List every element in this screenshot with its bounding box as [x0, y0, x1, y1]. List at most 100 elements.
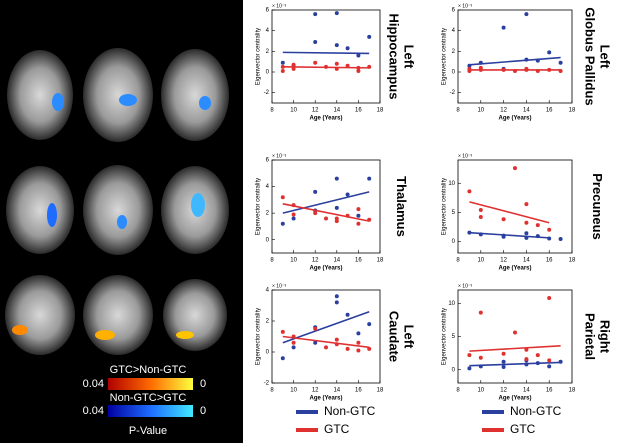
data-point	[547, 236, 552, 241]
x-tick-label: 8	[270, 388, 274, 394]
data-point	[313, 60, 318, 65]
data-point	[324, 345, 328, 350]
y-tick-label: -2	[450, 90, 456, 96]
data-point	[280, 356, 285, 361]
x-tick-label: 10	[290, 258, 297, 264]
colorbar-max: 0	[200, 405, 206, 417]
data-point	[467, 66, 472, 71]
data-point	[356, 207, 361, 212]
y-tick-label: 2	[266, 211, 270, 217]
data-point	[345, 192, 350, 197]
data-point	[356, 331, 361, 336]
fit-line	[469, 361, 561, 367]
fit-line	[469, 231, 550, 239]
region-label: Thalamus	[394, 176, 409, 237]
data-point	[467, 230, 472, 235]
data-point	[524, 67, 529, 72]
data-point	[280, 329, 285, 334]
region-label-line: Caudate	[386, 311, 401, 362]
legend-label: Non-GTC	[510, 404, 562, 418]
data-point	[313, 211, 318, 216]
data-point	[291, 345, 296, 350]
data-point	[334, 11, 339, 16]
data-point	[291, 203, 296, 208]
brain-images	[5, 48, 229, 355]
y-tick-label: 6	[266, 158, 270, 164]
legend-label: GTC	[324, 422, 350, 436]
data-point	[467, 189, 472, 194]
data-point	[324, 64, 328, 69]
data-point	[280, 195, 285, 200]
data-point	[356, 213, 361, 218]
x-tick-label: 10	[290, 388, 297, 394]
data-point	[291, 334, 296, 339]
data-point	[467, 366, 472, 371]
x-tick-label: 12	[500, 258, 507, 264]
y-axis-label: Eigenvector centrality	[256, 308, 262, 365]
data-point	[558, 359, 563, 364]
data-point	[501, 217, 506, 222]
data-point	[513, 68, 517, 73]
x-tick-label: 12	[500, 388, 507, 394]
data-point	[478, 214, 483, 219]
x-tick-label: 18	[377, 258, 384, 264]
y-tick-label: 4	[266, 28, 270, 34]
data-point	[367, 176, 372, 181]
data-point	[467, 353, 472, 358]
data-point	[291, 216, 296, 221]
region-label-line: Left	[597, 45, 612, 70]
plot-frame	[271, 159, 381, 254]
data-point	[501, 67, 506, 72]
data-point	[547, 358, 552, 363]
x-tick-label: 14	[333, 388, 340, 394]
data-point	[478, 364, 483, 369]
data-point	[345, 213, 350, 218]
y-scale-label: × 10⁻³	[272, 153, 287, 159]
x-tick-label: 14	[333, 108, 340, 114]
data-point	[478, 232, 483, 237]
x-tick-label: 14	[523, 258, 530, 264]
data-point	[367, 34, 372, 39]
plot-frame	[457, 159, 573, 254]
data-point	[334, 300, 339, 305]
data-point	[524, 235, 529, 240]
data-point	[367, 217, 372, 222]
data-point	[524, 220, 529, 225]
colorbar-title: GTC>Non-GTC	[110, 364, 187, 376]
data-point	[501, 359, 506, 364]
data-point	[334, 342, 339, 347]
plot-frame	[271, 9, 381, 104]
y-tick-label: 0	[452, 367, 456, 373]
data-point	[558, 60, 563, 65]
fit-line	[282, 203, 370, 222]
x-tick-label: 8	[456, 108, 460, 114]
x-tick-label: 16	[355, 108, 362, 114]
x-tick-label: 12	[312, 108, 319, 114]
data-point	[547, 50, 552, 55]
y-scale-label: × 10⁻³	[272, 3, 287, 9]
x-tick-label: 14	[333, 258, 340, 264]
colorbar-title: Non-GTC>GTC	[110, 392, 187, 404]
legend-label: Non-GTC	[324, 404, 376, 418]
x-tick-label: 16	[546, 258, 553, 264]
data-point	[334, 66, 339, 71]
data-point	[280, 68, 285, 73]
fit-line	[282, 191, 370, 214]
data-point	[324, 216, 328, 221]
x-tick-label: 16	[546, 108, 553, 114]
y-axis-label: Eigenvector centrality	[256, 178, 262, 235]
data-point	[524, 202, 529, 207]
y-tick-label: 0	[266, 70, 270, 76]
x-tick-label: 8	[270, 108, 274, 114]
data-point	[501, 234, 506, 239]
data-point	[334, 205, 339, 210]
data-point	[478, 207, 483, 212]
fit-line	[469, 201, 550, 224]
fit-line	[469, 56, 561, 66]
data-point	[345, 63, 350, 68]
x-tick-label: 16	[546, 388, 553, 394]
data-point	[345, 346, 350, 351]
y-tick-label: 5	[452, 334, 456, 340]
x-axis-label: Age (Years)	[498, 116, 531, 122]
data-point	[524, 362, 529, 367]
